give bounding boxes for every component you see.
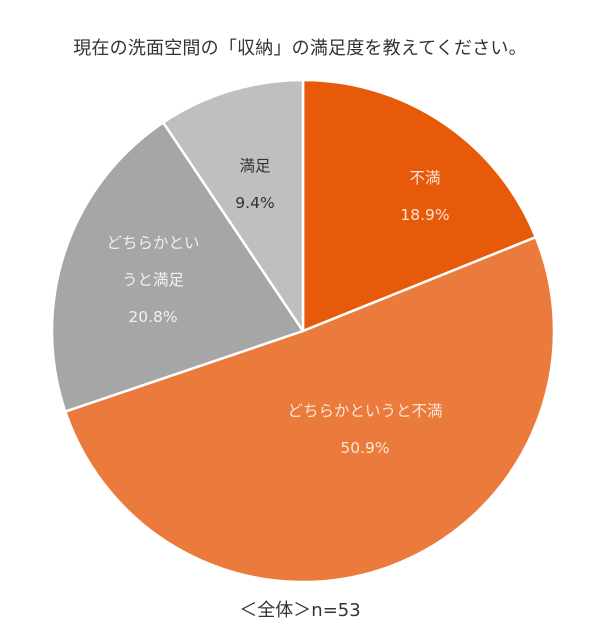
slice-label-dochiraka-manzoku: どちらかとい うと満足 20.8%	[78, 225, 228, 336]
slice-label-manzoku: 満足 9.4%	[210, 148, 300, 222]
chart-title: 現在の洗面空間の「収納」の満足度を教えてください。	[73, 38, 527, 59]
sample-size-note: ＜全体＞n=53	[239, 600, 361, 621]
pie-slice	[301, 78, 538, 333]
slice-label-name: 満足	[239, 157, 271, 175]
slice-label-value: 20.8%	[128, 308, 178, 326]
slice-label-name: どちらかというと不満	[287, 402, 443, 420]
slice-label-name-line2: うと満足	[121, 271, 184, 289]
pie-slice	[161, 78, 305, 333]
slice-label-name-line1: どちらかとい	[106, 234, 200, 252]
pie-slice	[50, 121, 305, 413]
slice-label-name: 不満	[409, 169, 441, 187]
pie-slice	[64, 235, 556, 584]
slice-label-dochiraka-fuman: どちらかというと不満 50.9%	[250, 393, 480, 467]
slice-label-value: 18.9%	[400, 206, 450, 224]
slice-label-value: 50.9%	[340, 439, 390, 457]
slice-label-fuman: 不満 18.9%	[360, 160, 490, 234]
slice-label-value: 9.4%	[235, 194, 275, 212]
